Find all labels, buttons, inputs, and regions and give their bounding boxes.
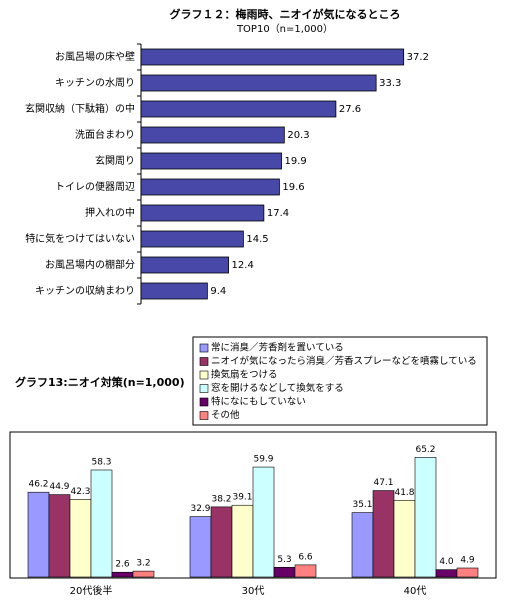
value-label: 39.1	[232, 493, 252, 503]
x-tick-label: 30代	[242, 585, 265, 597]
value-label: 14.5	[246, 234, 268, 245]
bar	[273, 566, 296, 578]
chart-subtitle: TOP10（n=1,000）	[236, 23, 333, 35]
value-label: 2.6	[115, 560, 130, 570]
value-label: 38.2	[211, 494, 231, 504]
bar	[189, 516, 212, 578]
legend-swatch	[199, 370, 209, 380]
bar	[252, 466, 275, 578]
value-label: 65.2	[415, 445, 435, 455]
bar	[140, 256, 229, 274]
value-label: 41.8	[394, 488, 414, 498]
value-label: 35.1	[352, 500, 372, 510]
x-tick-label: 20代後半	[70, 584, 113, 597]
value-label: 32.9	[190, 504, 210, 514]
value-label: 4.9	[460, 556, 475, 566]
legend-label: 換気扇をつける	[211, 369, 278, 381]
bar	[140, 126, 285, 144]
value-label: 33.3	[379, 78, 401, 89]
value-label: 3.2	[136, 559, 150, 569]
value-label: 19.9	[285, 156, 307, 167]
value-label: 37.2	[407, 52, 429, 63]
bar	[111, 571, 134, 578]
bar	[294, 564, 317, 578]
value-label: 19.6	[282, 182, 304, 193]
bar	[435, 569, 458, 578]
value-label: 5.3	[277, 555, 291, 565]
value-label: 27.6	[339, 104, 361, 115]
legend-label: 特になにもしていない	[211, 396, 306, 408]
legend-label: 窓を開けるなどして換気をする	[211, 382, 344, 394]
bar	[140, 74, 377, 92]
bar	[351, 512, 374, 578]
legend-swatch	[199, 397, 209, 407]
legend-label: その他	[211, 409, 240, 421]
value-label: 42.3	[70, 487, 90, 497]
bar	[140, 100, 337, 118]
legend-label: 常に消臭／芳香剤を置いている	[211, 342, 344, 354]
bar	[69, 499, 92, 578]
y-tick-label: お風呂場の床や壁	[55, 50, 135, 63]
bar	[393, 499, 416, 578]
legend-swatch	[199, 343, 209, 353]
bar	[210, 506, 233, 578]
value-label: 4.0	[439, 557, 454, 567]
y-tick-label: 押入れの中	[85, 206, 135, 219]
legend-swatch	[199, 384, 209, 393]
chart-title: グラフ１２：梅雨時、ニオイが気になるところ	[170, 7, 401, 21]
bar	[231, 504, 254, 578]
legend-swatch	[199, 357, 209, 366]
legend-label: ニオイが気になったら消臭／芳香スプレーなどを噴霧している	[211, 355, 477, 367]
bar	[140, 230, 244, 248]
value-label: 46.2	[28, 480, 48, 490]
value-label: 44.9	[49, 482, 69, 492]
y-tick-label: トイレの便器周辺	[55, 180, 135, 193]
value-label: 12.4	[232, 260, 254, 271]
bar	[140, 48, 405, 66]
bar	[48, 494, 71, 578]
legend-box	[192, 336, 488, 426]
bar	[372, 490, 395, 578]
bar	[90, 469, 113, 578]
x-tick-label: 40代	[404, 585, 427, 597]
y-tick-label: キッチンの収納まわり	[35, 284, 135, 297]
chart-title: グラフ13:ニオイ対策(n=1,000)	[15, 375, 185, 389]
bar	[456, 567, 479, 578]
y-tick-label: キッチンの水周り	[55, 77, 135, 89]
value-label: 59.9	[253, 455, 273, 465]
y-tick-label: 洗面台まわり	[75, 128, 135, 141]
bar	[140, 204, 265, 222]
y-tick-label: 玄関収納（下駄箱）の中	[25, 102, 135, 115]
bar	[132, 570, 155, 578]
bar	[414, 457, 437, 578]
bar	[140, 178, 280, 196]
value-label: 9.4	[210, 286, 226, 297]
value-label: 58.3	[91, 457, 111, 467]
legend-swatch	[199, 411, 209, 420]
y-tick-label: お風呂場内の棚部分	[45, 258, 135, 271]
value-label: 20.3	[287, 130, 309, 141]
value-label: 17.4	[267, 208, 289, 219]
bar	[27, 491, 50, 578]
value-label: 47.1	[373, 478, 393, 488]
bar	[140, 152, 282, 170]
y-tick-label: 玄関周り	[95, 154, 135, 167]
bar	[140, 282, 208, 300]
value-label: 6.6	[298, 552, 313, 562]
y-tick-label: 特に気をつけてはいない	[25, 232, 135, 245]
